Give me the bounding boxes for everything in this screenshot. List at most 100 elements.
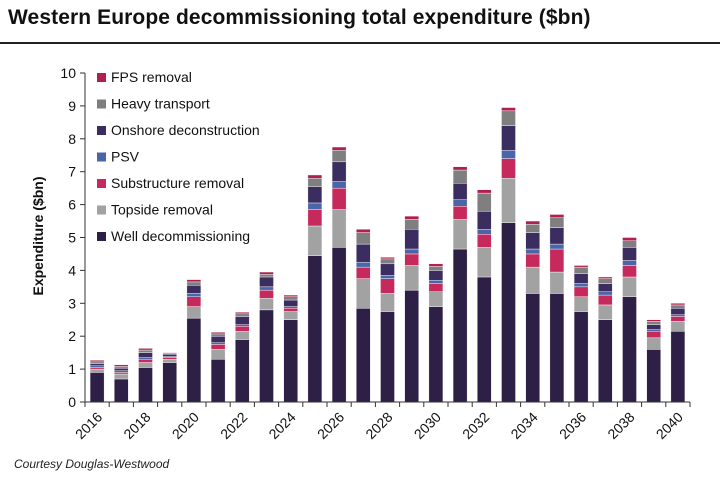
bar-segment xyxy=(428,306,444,403)
bar-segment xyxy=(114,373,129,380)
bar-segment xyxy=(525,248,540,255)
bar-segment xyxy=(428,280,444,284)
title-divider xyxy=(0,42,720,44)
y-tick-label: 6 xyxy=(68,197,76,213)
bar-segment xyxy=(138,367,153,403)
bar-segment xyxy=(235,313,250,317)
bar-segment xyxy=(573,283,589,288)
x-tick-label: 2026 xyxy=(314,409,347,442)
bar-segment xyxy=(549,248,565,273)
bar-segment xyxy=(331,247,347,403)
bar-segment xyxy=(235,326,250,332)
x-tick-label: 2036 xyxy=(556,409,589,442)
bar-segment xyxy=(452,219,468,250)
bar-stack-2036 xyxy=(573,265,589,403)
bar-segment xyxy=(670,303,686,306)
bar-segment xyxy=(380,293,395,312)
bar-segment xyxy=(549,214,565,218)
bar-segment xyxy=(549,227,565,245)
y-tick-label: 9 xyxy=(68,98,76,114)
axes xyxy=(84,73,691,407)
bar-segment xyxy=(573,286,589,297)
y-tick-label: 10 xyxy=(60,65,76,81)
bar-segment xyxy=(114,370,129,373)
bar-segment xyxy=(89,360,105,363)
bar-segment xyxy=(138,362,153,368)
legend-swatch xyxy=(97,232,106,241)
legend-label: Well decommissioning xyxy=(111,228,250,244)
x-tick-label: 2020 xyxy=(169,409,202,442)
y-tick-label: 5 xyxy=(68,230,76,246)
legend-swatch xyxy=(97,126,106,135)
bar-segment xyxy=(646,331,661,339)
bar-segment xyxy=(452,169,468,184)
bar-stack-2022 xyxy=(235,311,250,403)
bar-segment xyxy=(646,321,661,325)
bar-segment xyxy=(380,275,395,279)
bar-segment xyxy=(525,232,540,250)
bar-segment xyxy=(210,359,226,403)
bar-segment xyxy=(404,253,419,266)
bar-segment xyxy=(428,291,444,307)
x-tick-label: 2034 xyxy=(507,409,540,442)
x-tick-label: 2018 xyxy=(120,409,153,442)
bar-segment xyxy=(210,342,226,345)
bar-segment xyxy=(331,146,347,151)
source-credit: Courtesy Douglas-Westwood xyxy=(14,457,170,471)
bar-stack-2019 xyxy=(162,352,177,403)
bar-segment xyxy=(477,247,492,278)
bar-segment xyxy=(477,229,492,235)
y-axis-ticks: 0 1 2 3 4 5 6 7 8 9 10 xyxy=(60,65,85,410)
bar-segment xyxy=(573,296,589,312)
bar-segment xyxy=(646,329,661,332)
bar-segment xyxy=(428,270,444,281)
bar-segment xyxy=(646,324,661,330)
bar-segment xyxy=(452,248,468,403)
bar-segment xyxy=(283,308,298,312)
bar-segment xyxy=(307,202,323,210)
bar-segment xyxy=(670,304,686,309)
legend-item: Topside removal xyxy=(97,202,213,218)
bar-segment xyxy=(89,363,105,367)
bar-segment xyxy=(138,357,153,360)
bar-segment xyxy=(380,263,395,276)
bar-segment xyxy=(622,276,637,297)
bar-segment xyxy=(331,161,347,182)
bar-segment xyxy=(162,357,177,360)
legend-swatch xyxy=(97,179,106,188)
bar-segment xyxy=(259,271,274,275)
bar-segment xyxy=(235,331,250,340)
legend-label: Substructure removal xyxy=(111,175,244,191)
bar-segment xyxy=(162,352,177,354)
stacked-bar-chart: 0 1 2 3 4 5 6 7 8 9 10 2016 2018 2020 2022 2024 2026 202… xyxy=(30,65,691,442)
bar-segment xyxy=(525,293,540,403)
bar-stack-2033 xyxy=(501,107,516,403)
bar-segment xyxy=(501,125,516,151)
bar-segment xyxy=(235,316,250,325)
x-tick-label: 2028 xyxy=(362,409,395,442)
bar-segment xyxy=(235,339,250,403)
bar-stack-2018 xyxy=(138,348,153,403)
bar-segment xyxy=(114,364,129,367)
bar-segment xyxy=(283,299,298,307)
bar-segment xyxy=(186,306,202,319)
bar-segment xyxy=(573,265,589,268)
bar-stack-2031 xyxy=(452,166,468,403)
bar-segment xyxy=(573,266,589,274)
bar-stack-2030 xyxy=(428,263,444,403)
bar-segment xyxy=(162,354,177,357)
bar-segment xyxy=(477,189,492,194)
bar-segment xyxy=(670,331,686,403)
bar-segment xyxy=(235,324,250,327)
bar-stack-2017 xyxy=(114,364,129,403)
bar-segment xyxy=(428,266,444,271)
bar-segment xyxy=(525,220,540,225)
bar-segment xyxy=(138,359,153,363)
bar-segment xyxy=(380,258,395,265)
bar-segment xyxy=(598,291,613,296)
bar-segment xyxy=(525,266,540,294)
bar-segment xyxy=(452,166,468,171)
bar-segment xyxy=(573,311,589,403)
bar-segment xyxy=(501,158,516,179)
bar-segment xyxy=(235,311,250,315)
